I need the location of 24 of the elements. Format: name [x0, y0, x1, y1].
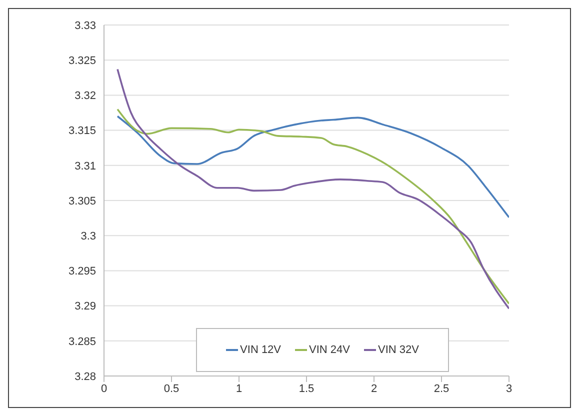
y-tick-label: 3.29: [74, 300, 96, 313]
line-series: [116, 108, 509, 305]
legend-label: VIN 24V: [309, 344, 350, 356]
legend-label: VIN 32V: [378, 344, 419, 356]
line-series: [116, 68, 509, 310]
y-tick-label: 3.28: [74, 370, 96, 383]
line-series: [116, 115, 509, 218]
y-tick-label: 3.315: [68, 125, 96, 138]
y-tick-label: 3.33: [74, 20, 96, 32]
x-tick-label: 1.5: [298, 382, 314, 395]
y-tick-label: 3.32: [74, 90, 96, 102]
x-tick-label: 1: [236, 382, 242, 395]
y-tick-label: 3.295: [68, 266, 96, 278]
y-tick-label: 3.285: [68, 336, 96, 348]
x-tick-label: 2: [370, 382, 378, 395]
y-tick-label: 3.305: [68, 195, 96, 208]
y-tick-label: 3.325: [68, 55, 96, 68]
x-tick-label: 0.5: [164, 382, 180, 395]
x-tick-label: 0: [100, 382, 108, 395]
y-tick-label: 3.3: [80, 230, 96, 243]
x-tick-label: 3: [506, 382, 512, 395]
x-tick-label: 2.5: [434, 382, 450, 395]
legend-label: VIN 12V: [240, 344, 282, 356]
y-tick-label: 3.31: [74, 160, 96, 172]
